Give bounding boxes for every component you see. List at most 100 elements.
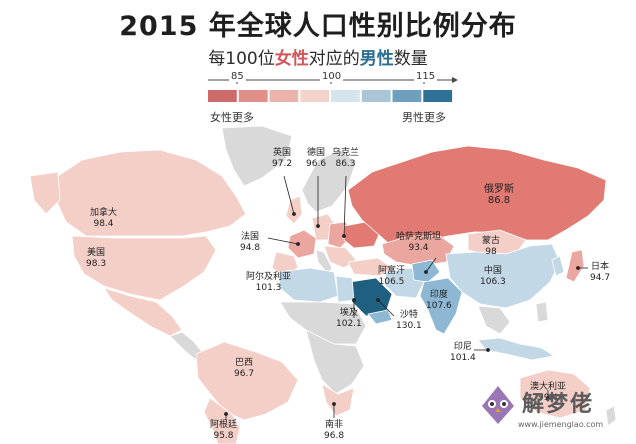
label-indonesia: 印尼 101.4 bbox=[450, 342, 476, 364]
label-brazil-value: 96.7 bbox=[234, 369, 255, 379]
label-india-name: 印度 bbox=[429, 290, 448, 300]
pointer-saudi bbox=[377, 299, 395, 317]
label-china: 中国 106.3 bbox=[480, 266, 506, 288]
map-subtitle: 每100位女性对应的男性数量 bbox=[0, 44, 636, 69]
region-philippines bbox=[535, 301, 549, 323]
label-canada-value: 98.4 bbox=[93, 219, 114, 229]
pointer-dot-uk bbox=[292, 212, 296, 216]
subtitle-female: 女性 bbox=[274, 49, 309, 69]
region-south-africa bbox=[321, 383, 355, 417]
label-russia-value: 86.8 bbox=[487, 195, 511, 206]
scale-note-male-more: 男性更多 bbox=[402, 111, 446, 124]
label-japan-value: 94.7 bbox=[590, 273, 611, 283]
region-yemen-gulf bbox=[367, 309, 393, 325]
label-egypt: 埃及 102.1 bbox=[336, 308, 362, 330]
label-france: 法国 94.8 bbox=[240, 232, 260, 254]
region-scandinavia bbox=[301, 149, 357, 213]
scale-swatches bbox=[208, 90, 453, 102]
region-brazil bbox=[195, 341, 299, 421]
label-usa: 美国 98.3 bbox=[86, 248, 106, 270]
label-canada: 加拿大 98.4 bbox=[90, 208, 117, 230]
label-mongolia-name: 蒙古 bbox=[482, 236, 501, 246]
pointer-afghanistan bbox=[425, 257, 437, 273]
pointer-dot-france bbox=[296, 242, 300, 246]
region-korea bbox=[551, 255, 565, 277]
label-brazil: 巴西 96.7 bbox=[234, 358, 254, 380]
scale-tick-label-100: 100 bbox=[320, 71, 344, 82]
label-france-value: 94.8 bbox=[240, 243, 261, 253]
region-greenland bbox=[221, 125, 293, 187]
label-algeria-value: 101.3 bbox=[255, 283, 282, 293]
region-indonesia bbox=[477, 337, 556, 361]
region-france bbox=[287, 229, 317, 259]
region-central-africa bbox=[305, 329, 365, 395]
label-japan-name: 日本 bbox=[591, 262, 610, 272]
label-kazakhstan-name: 哈萨克斯坦 bbox=[396, 232, 442, 242]
label-south-africa: 南非 96.8 bbox=[324, 420, 344, 442]
label-indonesia-name: 印尼 bbox=[453, 342, 472, 352]
label-afghanistan-value: 106.5 bbox=[378, 277, 405, 287]
pointer-dot-south-africa bbox=[332, 402, 336, 406]
label-saudi-value: 130.1 bbox=[396, 321, 422, 331]
label-china-value: 106.3 bbox=[480, 277, 506, 287]
pointer-dot-germany bbox=[316, 224, 320, 228]
pointer-ukraine bbox=[343, 175, 347, 237]
pointer-dot-ukraine bbox=[342, 234, 346, 238]
scale-swatch bbox=[423, 90, 453, 102]
label-france-name: 法国 bbox=[241, 232, 260, 242]
subtitle-male: 男性 bbox=[359, 49, 394, 69]
label-saudi-name: 沙特 bbox=[399, 310, 418, 320]
label-uk-name: 英国 bbox=[273, 148, 292, 158]
pointer-dot-japan bbox=[576, 266, 580, 270]
label-algeria: 阿尔及利亚 101.3 bbox=[246, 272, 291, 294]
scale-tick-label-85: 85 bbox=[229, 71, 246, 82]
pointer-dot-egypt bbox=[352, 298, 356, 302]
label-japan: 日本 94.7 bbox=[590, 262, 610, 284]
subtitle-suffix: 数量 bbox=[393, 49, 428, 69]
label-brazil-name: 巴西 bbox=[235, 358, 254, 368]
label-canada-name: 加拿大 bbox=[90, 208, 118, 218]
pointer-dot-indonesia bbox=[486, 348, 490, 352]
label-russia: 俄罗斯 86.8 bbox=[484, 184, 514, 206]
scale-arrow-head bbox=[452, 77, 458, 83]
watermark-logo: 解梦佬 www.jiemenglao.com bbox=[478, 378, 628, 438]
pointer-dot-australia bbox=[546, 396, 550, 400]
label-india: 印度 107.6 bbox=[426, 290, 452, 312]
pointer-france bbox=[267, 237, 299, 245]
region-japan bbox=[565, 249, 585, 283]
label-indonesia-value: 101.4 bbox=[450, 353, 476, 363]
label-australia-value: 99.4 bbox=[537, 393, 559, 403]
label-ukraine: 乌克兰 86.3 bbox=[332, 148, 359, 170]
scale-swatch bbox=[361, 90, 391, 102]
label-kazakhstan-value: 93.4 bbox=[408, 243, 429, 253]
pointer-dot-saudi bbox=[376, 298, 380, 302]
region-uk bbox=[285, 195, 303, 225]
region-egypt bbox=[335, 275, 355, 303]
region-canada bbox=[55, 149, 247, 237]
label-germany-value: 96.6 bbox=[306, 159, 327, 169]
label-germany: 德国 96.6 bbox=[306, 148, 326, 170]
label-australia-name: 澳大利亚 bbox=[530, 382, 567, 392]
label-usa-name: 美国 bbox=[87, 248, 106, 258]
label-australia: 澳大利亚 99.4 bbox=[530, 382, 566, 404]
label-uk: 英国 97.2 bbox=[272, 148, 292, 170]
region-usa bbox=[71, 235, 217, 301]
region-sahel bbox=[279, 301, 367, 345]
region-mexico bbox=[103, 287, 183, 337]
region-southeast-asia bbox=[477, 305, 511, 335]
region-australia bbox=[519, 369, 591, 419]
label-mongolia: 蒙古 98 bbox=[482, 236, 500, 258]
pointer-dot-afghanistan bbox=[424, 270, 428, 274]
region-north-africa bbox=[277, 267, 339, 303]
label-afghanistan: 阿富汗 106.5 bbox=[378, 266, 405, 288]
label-argentina-name: 阿根廷 bbox=[210, 420, 238, 430]
color-scale-legend: 85 100 115 女性更多 男性更多 bbox=[0, 0, 636, 130]
label-afghanistan-name: 阿富汗 bbox=[378, 266, 406, 276]
pointer-lines bbox=[224, 175, 588, 420]
label-ukraine-name: 乌克兰 bbox=[332, 148, 360, 158]
region-india bbox=[419, 277, 463, 335]
label-argentina: 阿根廷 95.8 bbox=[210, 420, 237, 442]
label-ukraine-value: 86.3 bbox=[335, 159, 356, 169]
region-alaska bbox=[29, 171, 61, 215]
